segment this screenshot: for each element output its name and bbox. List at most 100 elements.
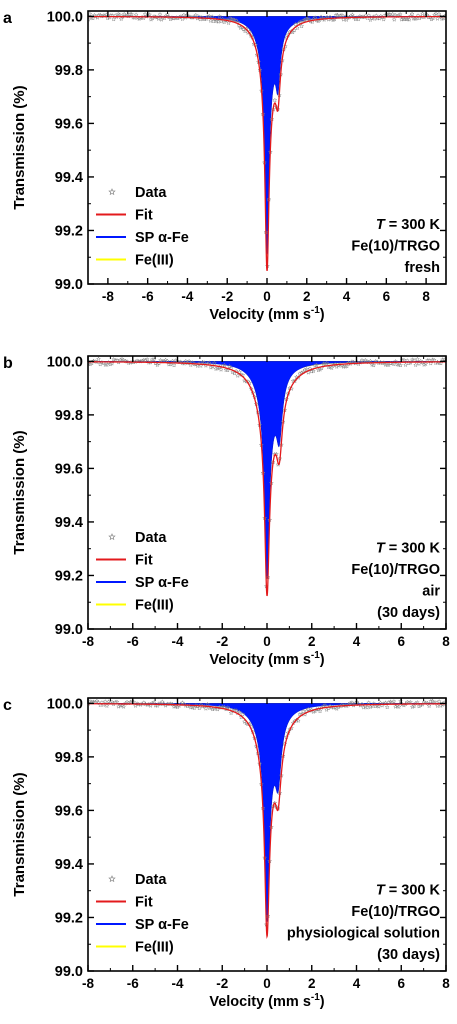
data-point [142, 357, 149, 363]
data-point [417, 15, 423, 21]
data-point [431, 357, 437, 363]
data-point [409, 11, 415, 17]
data-point [174, 704, 180, 710]
legend-entry: Data [135, 872, 167, 888]
x-tick-label: -4 [181, 289, 193, 304]
data-point [398, 362, 404, 368]
data-point [238, 25, 244, 30]
data-point [132, 703, 138, 708]
legend-entry: Fe(III) [135, 253, 174, 269]
data-point [295, 375, 301, 380]
data-point [315, 367, 321, 373]
data-point [112, 699, 118, 705]
data-point [206, 360, 212, 365]
legend-data-marker [108, 188, 116, 196]
data-point [120, 13, 126, 19]
data-point [431, 12, 437, 17]
x-tick-label: -6 [142, 289, 154, 304]
data-point [148, 703, 154, 708]
data-point [215, 365, 221, 371]
data-point [416, 703, 422, 709]
data-point [411, 357, 417, 363]
data-point [240, 711, 246, 717]
y-tick-label: 99.0 [55, 964, 83, 980]
data-point [164, 358, 170, 364]
data-point [337, 13, 344, 18]
legend-entry: Fit [135, 553, 153, 569]
annotation-line: fresh [405, 260, 440, 276]
data-point [272, 97, 278, 103]
x-tick-label: 8 [442, 634, 450, 649]
data-point [314, 362, 320, 368]
data-point [310, 368, 316, 374]
data-point [329, 365, 335, 371]
x-tick-label: 8 [442, 976, 450, 991]
annotation: T = 300 K Fe(10)/TRGO air (30 days) [351, 541, 440, 622]
data-point [367, 358, 373, 364]
x-tick-label: 6 [397, 634, 405, 649]
data-point [157, 11, 163, 17]
data-point [102, 699, 108, 704]
data-point [171, 362, 177, 368]
data-point [226, 363, 232, 369]
x-tick-label: -2 [216, 634, 228, 649]
data-point [430, 15, 436, 21]
x-tick-label: -8 [82, 634, 94, 649]
plot-area [88, 698, 446, 939]
x-tick-label: 0 [263, 976, 271, 991]
data-point [339, 12, 345, 18]
legend-entry: SP α-Fe [135, 230, 189, 246]
legend-entry: Fe(III) [135, 598, 174, 614]
data-point [334, 12, 341, 18]
data-point [118, 16, 124, 22]
data-point [109, 360, 115, 366]
data-point [361, 358, 367, 364]
data-point [201, 359, 207, 365]
data-point [169, 358, 175, 364]
data-point [154, 703, 160, 708]
y-tick-label: 99.2 [55, 223, 83, 239]
data-point [148, 16, 154, 22]
data-point [312, 363, 318, 368]
data-point [215, 706, 221, 712]
data-point [288, 725, 295, 731]
data-point [302, 17, 308, 23]
legend: Data Fit SP α-Fe Fe(III) [96, 872, 189, 956]
y-tick-label: 100.0 [47, 9, 83, 25]
data-point [211, 706, 217, 712]
data-point [168, 361, 174, 367]
data-point [221, 704, 227, 710]
data-point [107, 361, 113, 367]
data-point [203, 705, 209, 711]
data-point [282, 43, 288, 49]
data-point [391, 361, 397, 367]
data-point [333, 12, 339, 18]
legend-entry: Data [135, 185, 167, 201]
data-point [372, 703, 378, 709]
y-tick-label: 99.6 [55, 116, 83, 132]
data-point [343, 17, 349, 22]
data-point [297, 371, 303, 376]
data-point [299, 23, 305, 29]
x-tick-label: 6 [383, 289, 391, 304]
data-point [179, 16, 185, 22]
data-point [391, 16, 397, 22]
data-point [391, 698, 397, 704]
data-point [324, 360, 330, 366]
data-point [111, 16, 117, 22]
data-point [231, 370, 237, 376]
plot-area [88, 356, 446, 597]
x-tick-label: -4 [171, 634, 183, 649]
data-point [211, 18, 217, 24]
data-point [191, 705, 197, 711]
data-point [411, 703, 417, 709]
y-tick-label: 99.6 [55, 461, 83, 477]
data-point [226, 20, 232, 26]
data-point [121, 704, 127, 709]
annotation-line: (30 days) [377, 947, 440, 963]
legend-data-marker [108, 875, 116, 883]
x-tick-label: 2 [308, 976, 316, 991]
data-point [217, 13, 223, 19]
legend-data-marker [108, 533, 116, 541]
data-point [90, 15, 96, 21]
